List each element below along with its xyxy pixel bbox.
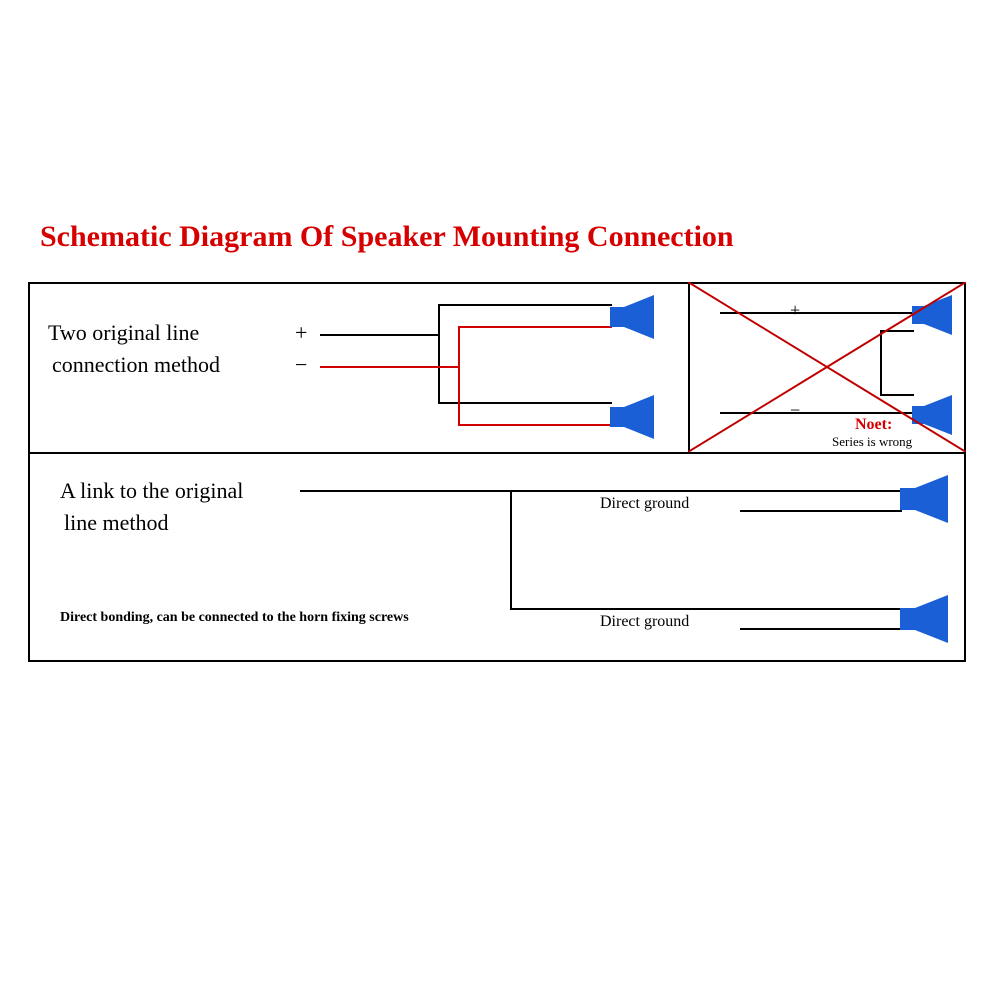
wrong-cross-icon: [688, 282, 966, 452]
wrong-note-label: Noet:: [855, 416, 892, 434]
s2-label-l1: A link to the original: [60, 478, 243, 504]
s1-wire-neg-main: [320, 366, 460, 368]
diagram-page: Schematic Diagram Of Speaker Mounting Co…: [0, 0, 1000, 1000]
s2-label-l2: line method: [64, 510, 168, 536]
divider-horizontal: [28, 452, 966, 454]
speaker-icon: [610, 295, 662, 339]
s1-wire-pos-main: [320, 334, 440, 336]
s2-footer: Direct bonding, can be connected to the …: [60, 610, 409, 626]
s2-neg1: [740, 510, 902, 512]
s1-plus: +: [295, 320, 307, 346]
s1-label-l1: Two original line: [48, 320, 199, 346]
speaker-icon: [900, 475, 956, 523]
page-title: Schematic Diagram Of Speaker Mounting Co…: [40, 220, 734, 254]
s2-pos-branch2: [510, 608, 902, 610]
speaker-icon: [610, 395, 662, 439]
wrong-note-text: Series is wrong: [832, 434, 912, 450]
s2-pos-v: [510, 490, 512, 610]
s1-wire-neg-v: [458, 326, 460, 426]
s2-ground2: Direct ground: [600, 613, 689, 631]
s1-wire-neg-bot: [458, 424, 612, 426]
s1-label-l2: connection method: [52, 352, 220, 378]
s1-wire-pos-top: [438, 304, 612, 306]
s1-minus: −: [295, 352, 307, 378]
s2-pos-main: [300, 490, 902, 492]
s2-ground1: Direct ground: [600, 495, 689, 513]
s2-neg2: [740, 628, 902, 630]
speaker-icon: [900, 595, 956, 643]
s1-wire-pos-bot: [438, 402, 612, 404]
s1-wire-neg-top: [458, 326, 612, 328]
s1-wire-pos-v: [438, 304, 440, 404]
